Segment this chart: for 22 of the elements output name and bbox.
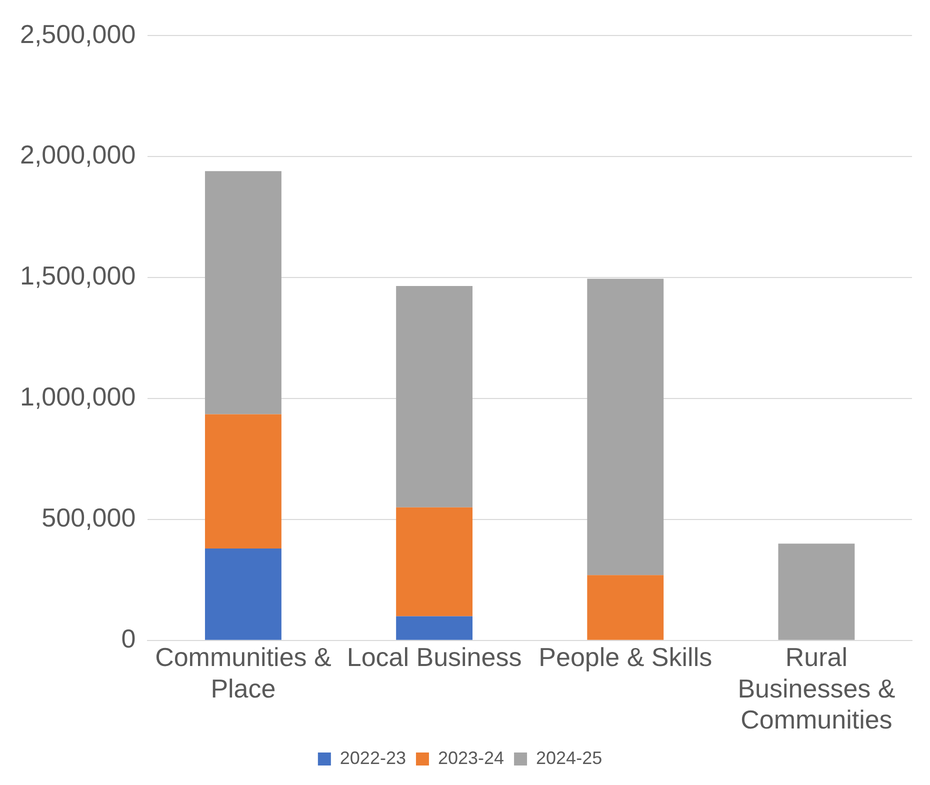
y-tick-label: 2,000,000 <box>20 140 136 170</box>
bar <box>396 286 473 508</box>
legend-label: 2022-23 <box>340 748 406 768</box>
legend-label: 2024-25 <box>536 748 602 768</box>
y-tick-label: 1,500,000 <box>20 260 136 291</box>
x-tick-label: Rural Businesses & Communities <box>738 642 896 735</box>
bar <box>204 414 282 548</box>
legend-label: 2023-24 <box>438 748 504 768</box>
y-tick-label: 2,500,000 <box>20 18 136 49</box>
bar <box>204 171 282 414</box>
bar <box>204 548 282 640</box>
bar <box>396 616 473 640</box>
y-tick-label: 1,000,000 <box>20 382 136 412</box>
bar <box>396 507 473 616</box>
x-tick-label: People & Skills <box>538 642 712 672</box>
bar <box>778 544 855 640</box>
bar <box>587 575 664 640</box>
x-tick-label: Local Business <box>346 642 522 672</box>
y-tick-label: 500,000 <box>42 502 136 533</box>
y-tick-label: 0 <box>121 624 136 654</box>
bar <box>587 278 664 576</box>
x-tick-label: Communities & Place <box>155 642 332 704</box>
